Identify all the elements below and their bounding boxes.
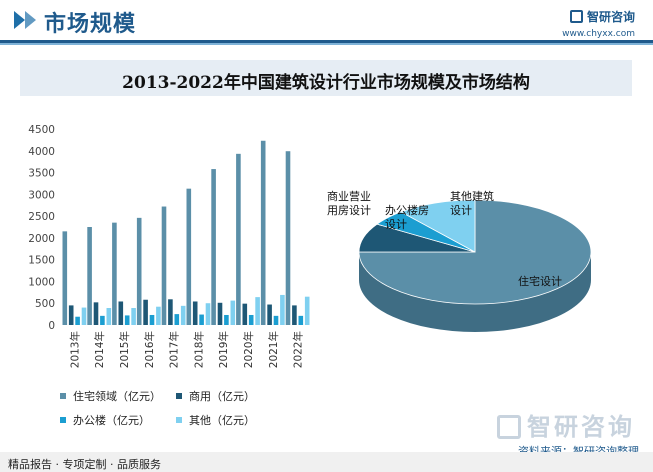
bar [174, 314, 180, 325]
bar [131, 308, 136, 325]
bar [93, 302, 99, 325]
bar [285, 151, 291, 325]
footer-tagline: 精品报告 · 专项定制 · 品质服务 [8, 458, 161, 471]
bar [75, 316, 80, 325]
x-tick-label: 2021年 [267, 331, 280, 368]
x-tick-label: 2013年 [68, 331, 81, 368]
bar [149, 314, 155, 325]
section-title: 市场规模 [44, 12, 137, 37]
chart-title-banner: 2013-2022年中国建筑设计行业市场规模及市场结构 [20, 60, 632, 96]
bar [100, 315, 105, 325]
header-divider [0, 40, 653, 43]
watermark-logo: 智研咨询 [497, 407, 635, 442]
x-tick-label: 2018年 [192, 331, 205, 368]
x-tick-label: 2016年 [143, 331, 156, 368]
chevron-right-icon [25, 11, 36, 29]
x-tick-label: 2020年 [242, 331, 255, 368]
bar [68, 305, 74, 325]
page-footer: 精品报告 · 专项定制 · 品质服务 [0, 452, 653, 472]
y-tick-label: 3000 [28, 189, 55, 201]
y-tick-label: 0 [48, 320, 55, 332]
bar [112, 222, 117, 325]
y-tick-label: 2500 [28, 211, 55, 223]
y-tick-label: 4000 [28, 146, 55, 158]
bar [298, 315, 304, 325]
page-header: 市场规模 智研咨询 www.chyxx.com [0, 0, 653, 40]
bar [136, 217, 142, 325]
site-url: www.chyxx.com [562, 29, 635, 39]
x-tick-label: 2014年 [93, 331, 106, 368]
watermark-logo-icon [497, 415, 521, 439]
bar [304, 296, 310, 325]
bar [255, 297, 260, 325]
pie-slice [400, 199, 476, 253]
x-tick-label: 2022年 [292, 331, 305, 368]
header-divider-accent [0, 43, 653, 45]
legend-label: 其他（亿元） [189, 414, 255, 427]
y-tick-label: 4500 [28, 124, 55, 136]
bar [242, 303, 248, 325]
bar [81, 307, 87, 325]
bar [292, 305, 297, 325]
brand-logo-icon [569, 10, 583, 23]
bar [205, 303, 211, 325]
y-tick-label: 3500 [28, 168, 55, 180]
chart-title: 2013-2022年中国建筑设计行业市场规模及市场结构 [122, 73, 530, 93]
y-tick-label: 1500 [28, 255, 55, 267]
legend-label: 商用（亿元） [189, 389, 255, 403]
bar [211, 169, 216, 325]
pie-label: 办公楼房设计 [385, 203, 429, 231]
bar [143, 299, 148, 325]
legend-swatch [60, 393, 66, 399]
bar [230, 300, 236, 325]
brand-name: 智研咨询 [569, 8, 635, 25]
bar [273, 315, 279, 325]
bar [168, 299, 173, 325]
bar [156, 306, 161, 325]
bar [236, 153, 241, 325]
y-tick-label: 2000 [28, 233, 55, 245]
bar [199, 314, 204, 325]
chevron-right-icon [14, 11, 25, 29]
legend-label: 住宅领域（亿元） [73, 389, 161, 403]
bar [62, 231, 68, 325]
bar [267, 304, 272, 325]
y-tick-label: 500 [35, 298, 55, 310]
bar [87, 227, 92, 325]
bar [186, 188, 192, 325]
pie-slice-side [359, 252, 591, 332]
pie-label: 商业营业用房设计 [327, 189, 371, 217]
x-tick-label: 2017年 [168, 331, 181, 368]
bar [118, 301, 124, 325]
pie-label: 住宅设计 [518, 274, 562, 288]
pie-label: 其他建筑设计 [450, 189, 494, 217]
bar [217, 302, 223, 325]
bar [224, 314, 229, 325]
legend-swatch [176, 417, 182, 423]
legend-label: 办公楼（亿元） [73, 413, 150, 427]
bar [260, 140, 266, 325]
bar [124, 315, 130, 325]
bar [192, 301, 198, 325]
brand-label: 智研咨询 [586, 10, 635, 24]
bar [106, 308, 112, 325]
legend-swatch [176, 393, 182, 399]
y-tick-label: 1000 [28, 276, 55, 288]
bar [280, 294, 285, 325]
x-tick-label: 2015年 [118, 331, 131, 368]
pie-slice [358, 199, 592, 305]
legend-swatch [60, 417, 66, 423]
bar [180, 305, 186, 325]
bar [161, 206, 167, 325]
x-tick-label: 2019年 [217, 331, 230, 368]
bar [248, 314, 254, 325]
